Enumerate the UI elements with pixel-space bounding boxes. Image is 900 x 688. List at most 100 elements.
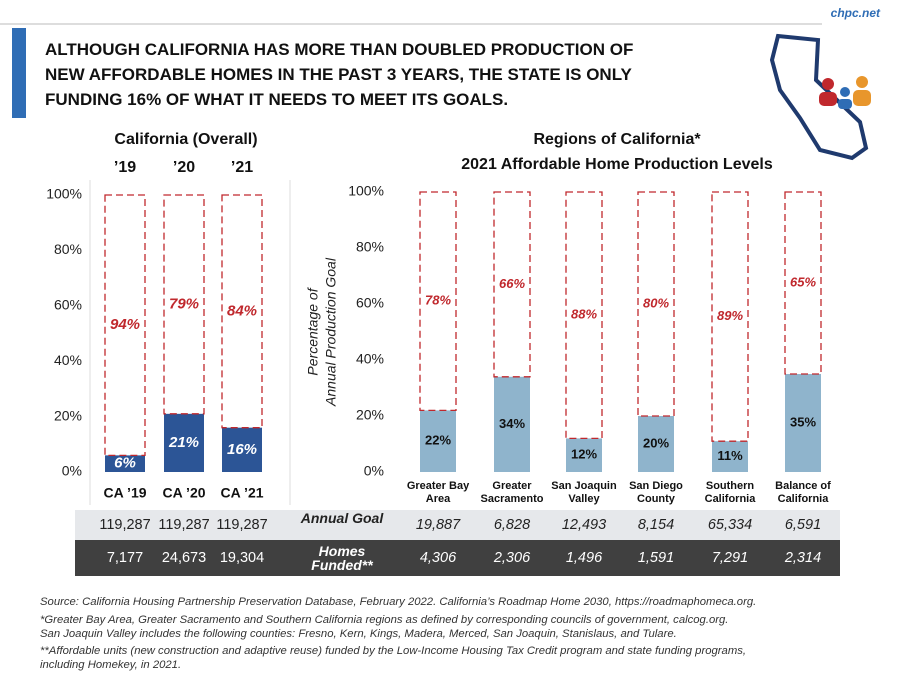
table-cell: 12,493: [562, 517, 606, 533]
bar-segment: [494, 376, 530, 472]
bar-segment: [493, 191, 531, 378]
value-label: 22%: [425, 433, 451, 448]
chart-title: Regions of California*: [533, 131, 701, 148]
table-cell: 6,828: [494, 517, 530, 533]
value-label: 80%: [643, 295, 669, 310]
table-cell: 65,334: [708, 517, 752, 533]
table-cell: 8,154: [638, 517, 674, 533]
y-tick-label: 80%: [54, 241, 82, 257]
y-tick-label: 0%: [62, 463, 82, 479]
headline: NEW AFFORDABLE HOMES IN THE PAST 3 YEARS…: [45, 65, 632, 84]
value-label: 79%: [169, 295, 199, 312]
x-tick-label: Balance of California: [775, 480, 831, 505]
table-cell: 119,287: [158, 517, 209, 533]
y-tick-label: 60%: [54, 297, 82, 313]
table-cell: 4,306: [420, 550, 457, 566]
table-cell: 19,304: [220, 550, 264, 566]
value-label: 94%: [110, 316, 140, 333]
chart-subtitle: 2021 Affordable Home Production Levels: [461, 156, 773, 173]
table-cell: 19,887: [416, 517, 461, 533]
table-row-bg: [75, 540, 840, 576]
bar-segment: [566, 438, 602, 472]
accent-bar: [12, 28, 26, 118]
column-header: ’19: [114, 159, 136, 176]
value-label: 89%: [717, 308, 743, 323]
table-cell: 1,591: [638, 550, 674, 566]
value-label: 34%: [499, 416, 525, 431]
table-cell: 2,314: [784, 550, 821, 566]
y-tick-label: 20%: [356, 407, 384, 423]
footnote: including Homekey, in 2021.: [40, 659, 182, 671]
bar-segment: [221, 194, 263, 429]
y-axis-label: Percentage of: [305, 286, 321, 375]
x-tick-label: Southern California: [704, 480, 756, 505]
y-tick-label: 40%: [356, 351, 384, 367]
y-tick-label: 40%: [54, 352, 82, 368]
bar-segment: [711, 191, 749, 442]
y-tick-label: 100%: [46, 186, 82, 202]
headline: ALTHOUGH CALIFORNIA HAS MORE THAN DOUBLE…: [45, 40, 634, 59]
x-tick-label: CA ’19: [103, 485, 146, 501]
value-label: 65%: [790, 274, 816, 289]
bar-segment: [638, 416, 674, 472]
x-tick-label: San Diego County: [629, 480, 683, 505]
table-cell: 7,291: [712, 550, 748, 566]
bar-segment: [105, 455, 145, 472]
value-label: 84%: [227, 302, 257, 319]
footnote: **Affordable units (new construction and…: [40, 645, 747, 657]
value-label: 35%: [790, 414, 816, 429]
table-cell: 2,306: [493, 550, 531, 566]
x-tick-label: Greater Sacramento: [480, 480, 544, 505]
table-cell: 7,177: [107, 550, 143, 566]
value-label: 20%: [643, 435, 669, 450]
bar-segment: [637, 191, 675, 417]
y-tick-label: 80%: [356, 239, 384, 255]
footnote: San Joaquin Valley includes the followin…: [40, 628, 677, 640]
table-row-bg: [75, 510, 840, 540]
bar-segment: [420, 410, 456, 472]
row-label: Annual Goal: [300, 510, 384, 526]
headline: FUNDING 16% OF WHAT IT NEEDS TO MEET ITS…: [45, 90, 509, 109]
table-cell: 1,496: [566, 550, 603, 566]
value-label: 6%: [114, 455, 136, 472]
bar-segment: [419, 191, 457, 412]
x-tick-label: CA ’21: [220, 485, 263, 501]
bar-segment: [163, 194, 205, 415]
table-cell: 119,287: [99, 517, 150, 533]
california-icon: [769, 33, 871, 161]
table-cell: 6,591: [785, 517, 821, 533]
column-header: ’21: [231, 159, 253, 176]
value-label: 88%: [571, 307, 597, 322]
value-label: 11%: [717, 448, 743, 463]
column-header: ’20: [173, 159, 195, 176]
y-tick-label: 100%: [348, 183, 384, 199]
row-label: Homes Funded**: [311, 543, 373, 573]
bar-segment: [164, 413, 204, 472]
bar-segment: [565, 191, 603, 440]
table-cell: 119,287: [216, 517, 267, 533]
footnote: *Greater Bay Area, Greater Sacramento an…: [40, 614, 729, 626]
site: chpc.net: [831, 6, 881, 20]
x-tick-label: Greater Bay Area: [406, 480, 470, 505]
y-tick-label: 0%: [364, 463, 384, 479]
bar-segment: [104, 194, 146, 457]
table-cell: 24,673: [162, 550, 206, 566]
bar-segment: [222, 427, 262, 472]
x-tick-label: San Joaquin Valley: [551, 480, 617, 505]
y-tick-label: 60%: [356, 295, 384, 311]
value-label: 21%: [168, 434, 199, 451]
value-label: 66%: [499, 276, 525, 291]
x-tick-label: CA ’20: [162, 485, 205, 501]
y-axis-label: Annual Production Goal: [323, 257, 339, 407]
bar-segment: [712, 441, 748, 472]
bar-segment: [784, 191, 822, 375]
value-label: 78%: [425, 293, 451, 308]
bar-segment: [785, 374, 821, 472]
value-label: 12%: [571, 447, 597, 462]
y-tick-label: 20%: [54, 407, 82, 423]
chart-title: California (Overall): [114, 131, 257, 148]
value-label: 16%: [227, 441, 257, 458]
footnote: Source: California Housing Partnership P…: [40, 596, 757, 608]
